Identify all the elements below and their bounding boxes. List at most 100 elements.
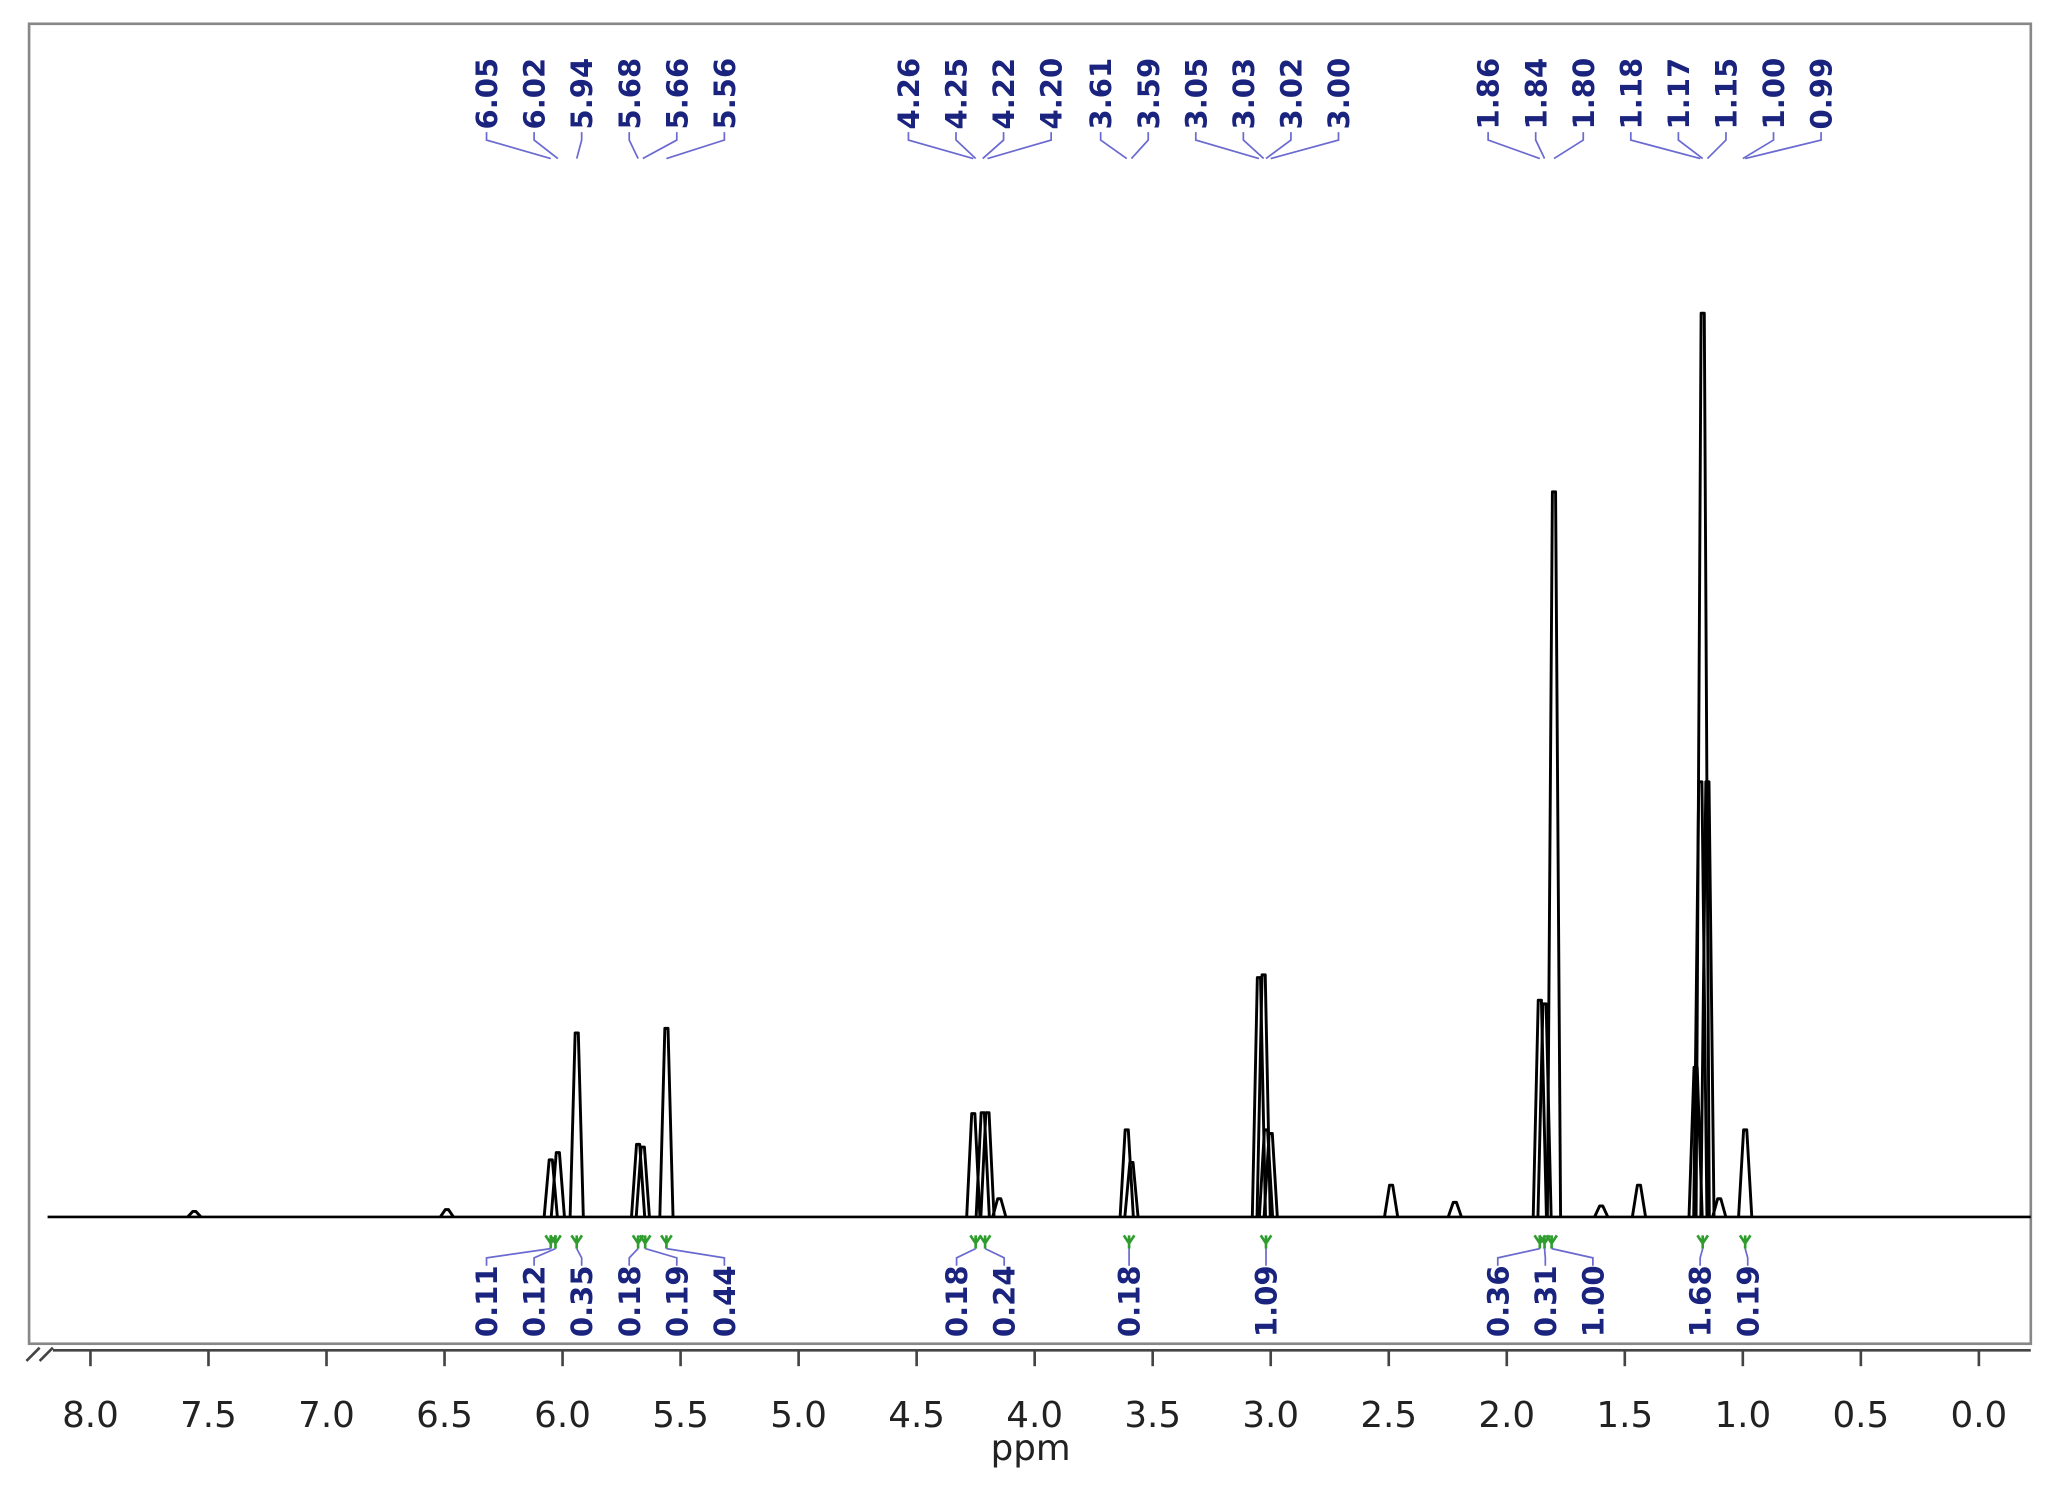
peak [186,1209,202,1218]
integral-label: 0.44 [708,1265,742,1337]
integral-mark [570,1234,584,1249]
integral-label: 0.18 [1113,1265,1147,1337]
peak [1630,1183,1648,1218]
peak-pointer [1677,132,1704,160]
peak-pointer [1742,132,1775,160]
x-tick-label: 1.0 [1714,1395,1771,1436]
peak-label: 0.99 [1805,58,1839,130]
integral-pointer [666,1247,726,1266]
integral-label: 0.12 [518,1265,552,1337]
integral-pointer [1543,1248,1547,1266]
integral-pointer [533,1247,556,1266]
peak [1593,1204,1610,1218]
peak [1711,1197,1728,1218]
peak-label: 3.02 [1274,58,1308,130]
peak [1123,1161,1140,1218]
x-tick-label: 2.5 [1360,1395,1417,1436]
peak-pointer [628,132,639,159]
peak-pointer [642,132,678,160]
x-tick-label: 3.5 [1124,1395,1181,1436]
peak-label: 5.56 [708,58,742,130]
peak-label: 4.25 [940,58,974,130]
x-tick-label: 7.0 [298,1395,355,1436]
peak-pointer [1130,132,1150,160]
peak-label: 4.20 [1035,58,1069,130]
peak-label: 3.61 [1084,58,1118,130]
integral-label: 0.35 [565,1265,599,1337]
integral-pointer [628,1248,639,1266]
peak-label: 6.02 [518,58,552,130]
peak [439,1208,455,1218]
peak [630,1142,647,1217]
integral-label: 1.68 [1684,1265,1718,1337]
peak-label: 1.84 [1519,58,1553,130]
peak-pointer [1099,132,1128,160]
peak-pointer [987,132,1052,160]
integral-pointer [984,1247,1006,1266]
peak-label: 5.68 [613,58,647,130]
peak-label: 1.00 [1757,58,1791,130]
x-tick-label: 4.0 [1006,1395,1063,1436]
integral-mark [1738,1234,1752,1249]
integral-label: 1.09 [1250,1265,1284,1337]
integral-mark [1122,1234,1136,1249]
peak-pointer [485,132,551,160]
integral-label: 0.24 [988,1265,1022,1337]
peak [1250,976,1267,1217]
peak-pointer [982,132,1005,160]
peak-pointer [1629,132,1701,160]
peak [549,1151,566,1218]
x-tick-label: 3.0 [1242,1395,1299,1436]
integral-label: 0.18 [613,1265,647,1337]
peak [1446,1200,1463,1218]
peak-pointer [1706,132,1727,160]
integral-label: 0.18 [940,1265,974,1337]
peak-label: 3.05 [1179,58,1213,130]
peak-label: 4.22 [987,58,1021,130]
integral-label: 0.36 [1481,1265,1515,1337]
peak [974,1111,991,1217]
x-tick-label: 5.0 [770,1395,827,1436]
integral-label: 0.11 [470,1265,504,1337]
integral-mark [1545,1234,1559,1249]
peak-label: 4.26 [892,58,926,130]
x-tick-label: 2.0 [1478,1395,1535,1436]
peak [1255,973,1272,1217]
integral-mark [969,1234,983,1249]
x-axis-label: ppm [991,1428,1071,1469]
peak-label: 1.86 [1472,58,1506,130]
peak [1262,1132,1279,1217]
peak-pointer [1265,132,1292,160]
peak-pointer [1242,132,1265,160]
integral-pointer [575,1248,583,1266]
peak [658,1026,675,1217]
integral-pointer [644,1247,678,1266]
peak [1694,311,1711,1217]
peak-pointer [1194,132,1260,160]
integral-mark [978,1234,992,1249]
peak [1257,1128,1275,1217]
peak-pointer [1487,132,1541,160]
peak-label: 1.17 [1662,58,1696,130]
peak [1383,1183,1400,1218]
peak [1737,1128,1754,1217]
peak-pointer [1744,132,1822,160]
peak [634,1145,651,1217]
peak-pointer [1553,132,1585,160]
integral-label: 0.19 [1731,1265,1765,1337]
peak-label: 6.05 [470,58,504,130]
x-tick-label: 0.5 [1832,1395,1889,1436]
integral-mark [660,1234,673,1249]
peak [991,1197,1008,1218]
peak-pointer [666,132,726,160]
integral-label: 0.31 [1529,1265,1563,1337]
peak [1118,1128,1135,1217]
peak-pointer [1534,132,1546,159]
peak [568,1031,585,1217]
integral-mark [1696,1234,1710,1249]
peak-label: 1.18 [1614,58,1648,130]
peak-pointer [955,132,977,160]
peak-label: 3.59 [1132,58,1166,130]
peak-label: 5.66 [660,58,694,130]
